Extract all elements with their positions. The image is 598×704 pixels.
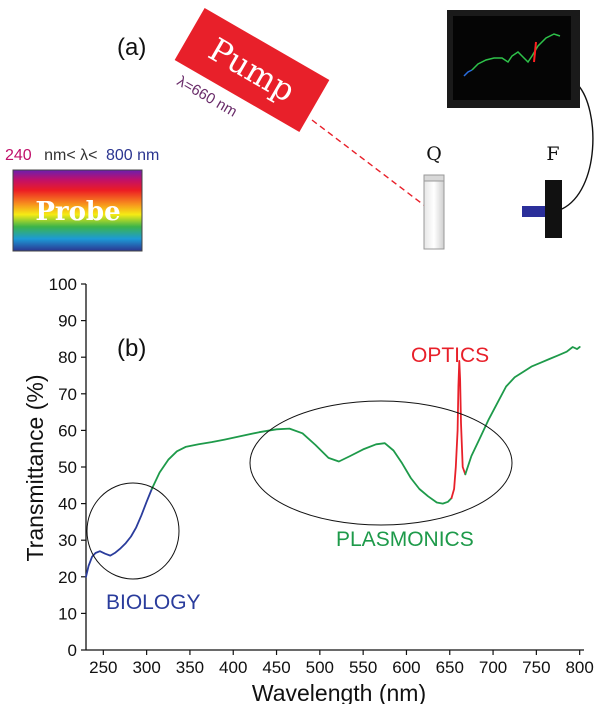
spectrometer-monitor — [447, 10, 580, 108]
y-tick-label: 0 — [68, 641, 77, 660]
chart-axes: 0 10 20 30 40 50 60 70 80 90 100 250 300 350 400 450 500… — [49, 275, 594, 677]
x-tick-label: 650 — [436, 658, 464, 677]
series-line-optics — [450, 359, 467, 500]
series-line-plasmonics — [150, 427, 453, 505]
cuvette-cap — [423, 174, 445, 182]
y-tick-label: 50 — [58, 458, 77, 477]
x-tick-label: 450 — [262, 658, 290, 677]
monitor-trace-green — [471, 33, 561, 71]
monitor-screen — [453, 16, 571, 100]
panel-b-label: (b) — [117, 335, 146, 362]
probe-label: Probe — [35, 197, 120, 227]
y-tick-label: 30 — [58, 531, 77, 550]
y-tick-label: 90 — [58, 312, 77, 331]
x-tick-label: 800 — [565, 658, 593, 677]
monitor-trace-red — [533, 41, 537, 63]
y-tick-label: 10 — [58, 604, 77, 623]
x-axis-title: Wavelength (nm) — [252, 680, 426, 704]
y-tick-label: 20 — [58, 568, 77, 587]
setup-panel: (a) Pump λ=660 nm 240 nm< λ< 800 nm Prob… — [5, 8, 594, 252]
x-tick-label: 700 — [479, 658, 507, 677]
pump-laser-body — [174, 8, 330, 132]
x-tick-label: 300 — [132, 658, 160, 677]
x-tick-label: 350 — [176, 658, 204, 677]
monitor-trace-blue — [463, 69, 473, 77]
series-line-plasmonics — [464, 346, 581, 476]
x-tick-label: 500 — [306, 658, 334, 677]
x-tick-label: 400 — [219, 658, 247, 677]
x-tick-label: 550 — [349, 658, 377, 677]
cuvette — [423, 174, 445, 250]
y-axis-title: Transmittance (%) — [22, 374, 48, 561]
pump-beam — [311, 119, 434, 213]
y-tick-label: 40 — [58, 495, 77, 514]
fiber-holder — [545, 180, 562, 238]
annotation-biology: BIOLOGY — [106, 591, 201, 614]
plasmonics-ellipse — [249, 400, 513, 526]
y-tick-label: 70 — [58, 385, 77, 404]
fiber-label: F — [546, 143, 559, 165]
fiber-cable — [561, 84, 594, 210]
panel-a-label: (a) — [117, 34, 146, 61]
y-tick-label: 80 — [58, 348, 77, 367]
x-tick-label: 600 — [392, 658, 420, 677]
cuvette-label: Q — [426, 143, 442, 165]
annotation-optics: OPTICS — [411, 344, 489, 367]
chart-series — [85, 346, 581, 578]
fiber-coupler — [522, 206, 545, 217]
pump-laser: Pump — [174, 8, 330, 132]
chart: (b) 0 10 20 30 40 50 60 70 80 90 100 250 300 350 400 45… — [22, 275, 594, 704]
probe-range: 240 nm< λ< 800 nm — [5, 147, 159, 164]
y-tick-label: 60 — [58, 421, 77, 440]
x-tick-label: 750 — [522, 658, 550, 677]
biology-ellipse — [86, 482, 180, 580]
y-tick-label: 100 — [49, 275, 77, 294]
annotation-plasmonics: PLASMONICS — [336, 528, 474, 551]
x-tick-label: 250 — [89, 658, 117, 677]
